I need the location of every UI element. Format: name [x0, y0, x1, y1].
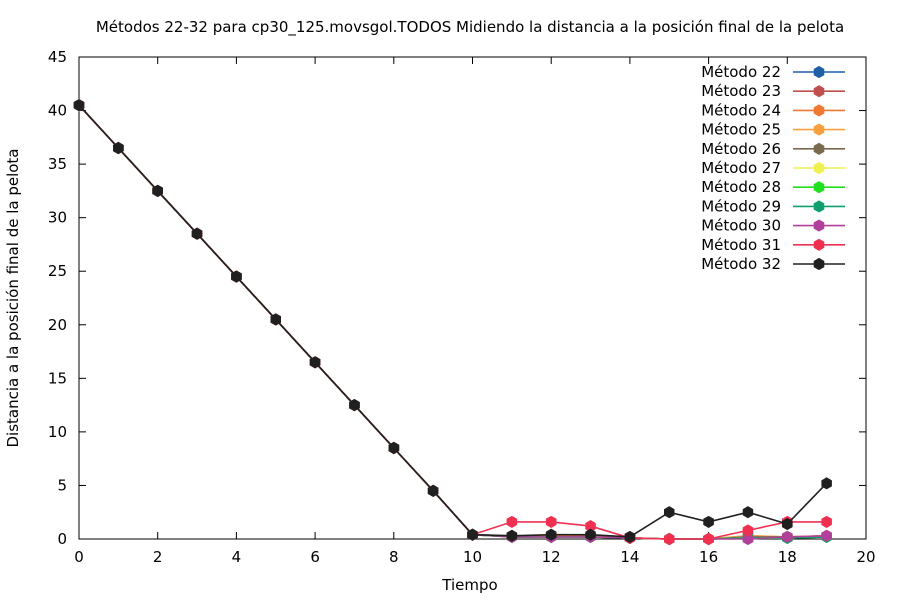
data-point: [821, 529, 832, 542]
data-point: [742, 524, 754, 537]
legend-marker: [813, 104, 825, 117]
series-32: [73, 99, 832, 543]
data-point: [506, 515, 518, 528]
x-tick-label: 0: [74, 548, 84, 566]
data-point: [742, 532, 754, 546]
x-tick-label: 18: [778, 548, 797, 566]
legend-marker: [813, 181, 825, 194]
data-point: [388, 441, 400, 455]
data-point: [309, 356, 321, 369]
data-point: [231, 270, 242, 283]
data-point: [703, 532, 714, 546]
legend-marker: [813, 219, 825, 232]
legend-label: Método 22: [701, 63, 781, 81]
legend-label: Método 28: [701, 178, 781, 196]
legend-marker: [813, 200, 825, 213]
chart-title: Métodos 22-32 para cp30_125.movsgol.TODO…: [96, 18, 844, 37]
data-point: [624, 530, 636, 543]
data-point: [152, 184, 163, 197]
legend-label: Método 23: [701, 82, 781, 100]
data-point: [73, 99, 85, 112]
x-tick-label: 14: [620, 548, 639, 566]
y-tick-label: 10: [48, 423, 67, 441]
data-point: [349, 399, 360, 412]
x-tick-label: 8: [389, 548, 399, 566]
y-tick-label: 5: [57, 476, 67, 494]
data-point: [782, 517, 793, 531]
y-tick-label: 0: [57, 530, 67, 548]
x-tick-label: 4: [232, 548, 242, 566]
x-axis: 0 2 4 6 8 10 12 14 16 18 20: [74, 57, 876, 566]
legend-label: Método 30: [701, 217, 781, 235]
data-point: [664, 506, 675, 519]
data-point: [821, 477, 832, 490]
legend-marker: [813, 238, 825, 251]
data-point: [113, 141, 124, 155]
data-point: [191, 227, 203, 240]
y-tick-label: 40: [48, 102, 67, 120]
x-tick-label: 16: [699, 548, 718, 566]
series-line: [78, 104, 828, 538]
data-point: [545, 515, 557, 528]
series-layer: [73, 99, 832, 546]
legend-marker: [813, 65, 825, 79]
data-point: [703, 515, 714, 528]
legend-marker: [813, 257, 825, 271]
x-axis-label: Tiempo: [441, 576, 497, 594]
legend-label: Método 24: [701, 101, 781, 119]
x-tick-label: 20: [856, 548, 875, 566]
y-axis: 0 5 10 15 20 25 30 35 40 45: [48, 48, 866, 548]
legend-label: Método 25: [701, 121, 781, 139]
data-point: [821, 515, 832, 528]
legend-label: Método 29: [701, 197, 781, 215]
y-tick-label: 20: [48, 316, 67, 334]
legend-label: Método 26: [701, 140, 781, 158]
legend-marker: [813, 123, 825, 136]
y-tick-label: 25: [48, 262, 67, 280]
x-tick-label: 12: [542, 548, 561, 566]
data-point: [664, 532, 675, 546]
data-point: [506, 529, 518, 542]
legend-marker: [813, 161, 825, 175]
x-tick-label: 2: [153, 548, 163, 566]
y-axis-label: Distancia a la posición final de la pelo…: [4, 148, 22, 447]
data-point: [742, 506, 754, 519]
y-tick-label: 15: [48, 369, 67, 387]
data-point: [782, 530, 793, 543]
x-tick-label: 10: [463, 548, 482, 566]
data-point: [270, 313, 281, 326]
data-point: [585, 528, 596, 541]
y-tick-label: 30: [48, 209, 67, 227]
legend-marker: [813, 85, 825, 98]
y-tick-label: 35: [48, 155, 67, 173]
data-point: [427, 484, 439, 497]
data-point: [467, 528, 478, 541]
legend-label: Método 32: [701, 255, 781, 273]
data-point: [545, 528, 557, 541]
y-tick-label: 45: [48, 48, 67, 66]
legend-label: Método 31: [701, 236, 781, 254]
x-tick-label: 6: [310, 548, 320, 566]
legend-marker: [813, 142, 825, 155]
legend-label: Método 27: [701, 159, 781, 177]
